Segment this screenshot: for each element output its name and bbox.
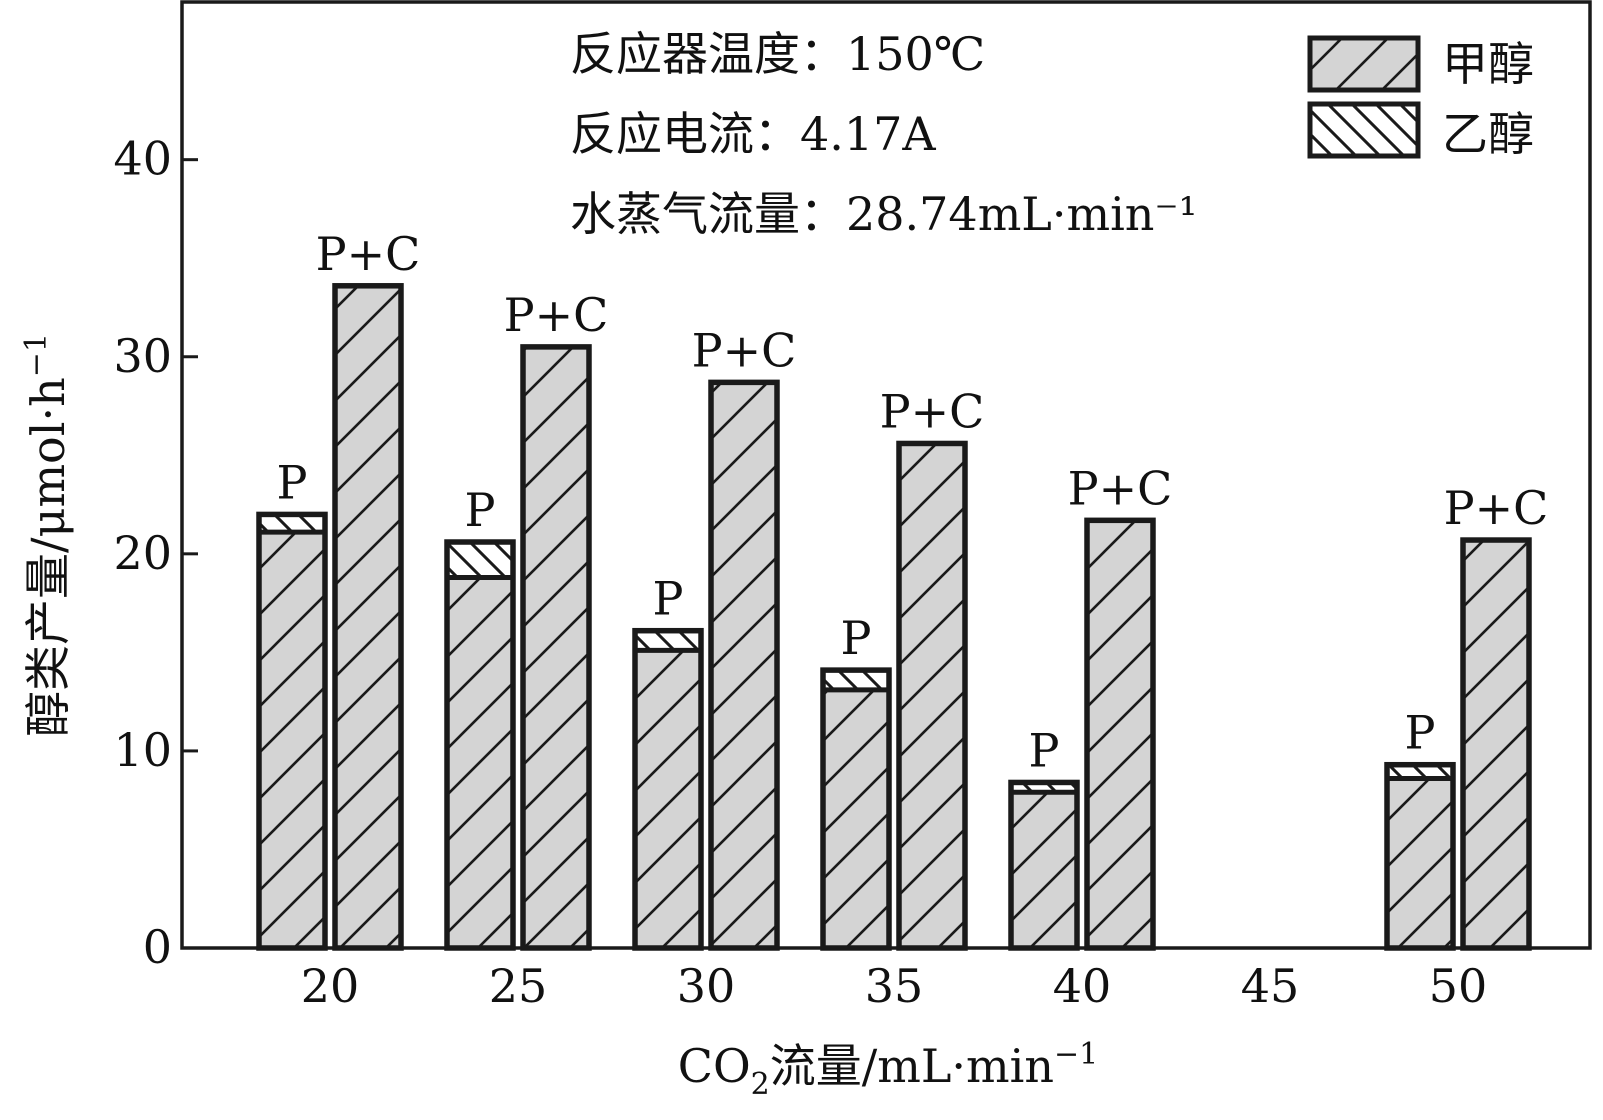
bar-label: P+C	[316, 227, 421, 281]
legend-swatch-methanol	[1307, 35, 1421, 93]
bar-outline	[1008, 779, 1080, 951]
bar-outline	[332, 283, 404, 951]
bar-label: P	[1405, 706, 1436, 760]
bar-methanol	[823, 689, 889, 948]
bar-ethanol	[823, 670, 889, 690]
bar-outline	[1384, 761, 1456, 951]
bar-label: P+C	[880, 384, 985, 438]
y-tick-label: 0	[143, 920, 172, 974]
bar-methanol	[523, 346, 589, 948]
y-axis-title: 醇类产量/μmol·h−1	[19, 333, 75, 737]
x-axis: 20 25 30 35 40 45 50	[301, 959, 1488, 1013]
bar-labels: P P+C P P+C P P+C P P+C P P+C P P+C	[277, 227, 1549, 778]
annotation-current: 反应电流：4.17A	[570, 107, 936, 161]
annotations: 反应器温度：150℃ 反应电流：4.17A 水蒸气流量：28.74mL·min⁻…	[570, 27, 1197, 241]
bar-label: P+C	[504, 288, 609, 342]
y-tick-label: 40	[113, 132, 172, 186]
y-tick-label: 10	[113, 723, 172, 777]
legend: 甲醇 乙醇	[1307, 35, 1534, 161]
bar-outline	[632, 627, 704, 951]
bar-outline	[520, 344, 592, 951]
y-tick-label: 30	[113, 329, 172, 383]
x-tick-label: 40	[1053, 959, 1112, 1013]
bar-ethanol	[259, 514, 325, 533]
x-axis-title: CO2流量/mL·min−1	[678, 1037, 1099, 1102]
bar-outline	[444, 539, 516, 951]
bar-outline	[1084, 517, 1156, 951]
bar-label: P	[277, 455, 308, 509]
bar-ethanol	[1387, 764, 1453, 779]
bar-methanol	[1087, 520, 1153, 948]
legend-swatch-ethanol	[1307, 101, 1421, 159]
bar-label: P	[653, 572, 684, 626]
bar-outline	[1460, 537, 1532, 951]
x-tick-label: 45	[1241, 959, 1300, 1013]
x-tick-label: 25	[489, 959, 548, 1013]
bar-label: P+C	[692, 323, 797, 377]
bar-methanol	[447, 577, 513, 948]
annotation-steam-flow: 水蒸气流量：28.74mL·min⁻¹	[570, 187, 1197, 241]
bar-methanol	[1011, 792, 1077, 948]
bar-label: P	[465, 483, 496, 537]
bar-methanol	[635, 650, 701, 948]
bar-outline	[256, 511, 328, 951]
y-tick-label: 20	[113, 526, 172, 580]
y-axis: 0 10 20 30 40	[113, 132, 198, 974]
annotation-temperature: 反应器温度：150℃	[570, 27, 985, 81]
bar-methanol	[259, 532, 325, 948]
bar-methanol	[1387, 778, 1453, 948]
bar-methanol	[1463, 540, 1529, 948]
x-tick-label: 35	[865, 959, 924, 1013]
bar-ethanol	[1011, 782, 1077, 793]
bars	[256, 283, 1532, 951]
legend-label-ethanol: 乙醇	[1442, 107, 1534, 161]
x-tick-label: 30	[677, 959, 736, 1013]
bar-label: P+C	[1068, 461, 1173, 515]
bar-ethanol	[447, 542, 513, 578]
bar-ethanol	[635, 630, 701, 651]
bar-methanol	[335, 285, 401, 948]
legend-label-methanol: 甲醇	[1442, 37, 1534, 91]
x-tick-label: 20	[301, 959, 360, 1013]
bar-label: P	[841, 611, 872, 665]
bar-outline	[896, 440, 968, 951]
bar-outline	[708, 379, 780, 951]
bar-methanol	[899, 443, 965, 948]
bar-methanol	[711, 382, 777, 948]
bar-outline	[820, 667, 892, 951]
bar-label: P+C	[1444, 481, 1549, 535]
bar-label: P	[1029, 723, 1060, 777]
x-tick-label: 50	[1429, 959, 1488, 1013]
